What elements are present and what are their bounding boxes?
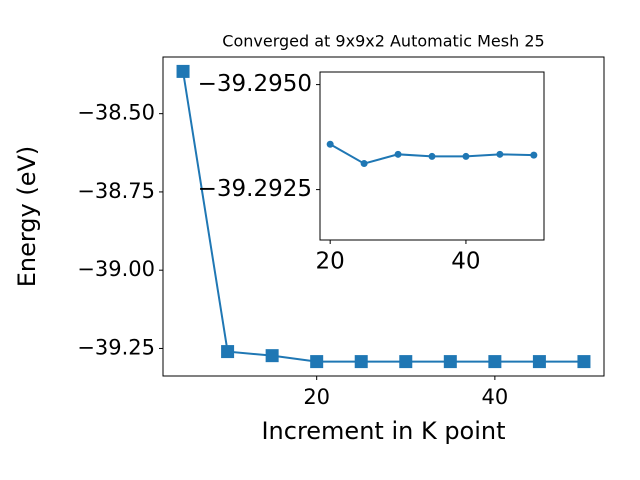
marker <box>462 152 470 160</box>
y-tick-label: −39.25 <box>77 335 155 359</box>
marker <box>399 355 413 369</box>
series-line <box>182 71 584 363</box>
marker <box>532 355 546 369</box>
x-axis-label: Increment in K point <box>261 417 505 445</box>
marker <box>176 64 190 78</box>
y-axis-label: Energy (eV) <box>13 146 41 288</box>
marker <box>326 140 334 148</box>
marker <box>443 355 457 369</box>
marker <box>394 150 402 158</box>
y-tick-label: −39.00 <box>77 257 155 281</box>
marker <box>360 160 368 168</box>
marker <box>577 355 591 369</box>
marker <box>354 355 368 369</box>
chart-title: Converged at 9x9x2 Automatic Mesh 25 <box>222 32 544 51</box>
y-tick-label: −38.75 <box>77 179 155 203</box>
marker <box>265 349 279 363</box>
x-tick-label: 20 <box>303 385 330 409</box>
marker <box>428 152 436 160</box>
marker <box>310 355 324 369</box>
x-tick-label: 40 <box>481 385 508 409</box>
marker <box>496 150 504 158</box>
marker <box>530 151 538 159</box>
y-tick-label: −39.2950 <box>198 71 312 97</box>
y-tick-label: −39.2925 <box>198 176 312 202</box>
x-tick-label: 20 <box>316 249 345 275</box>
marker <box>488 355 502 369</box>
x-tick-label: 40 <box>451 249 480 275</box>
y-tick-label: −38.50 <box>77 101 155 125</box>
marker <box>221 345 235 359</box>
